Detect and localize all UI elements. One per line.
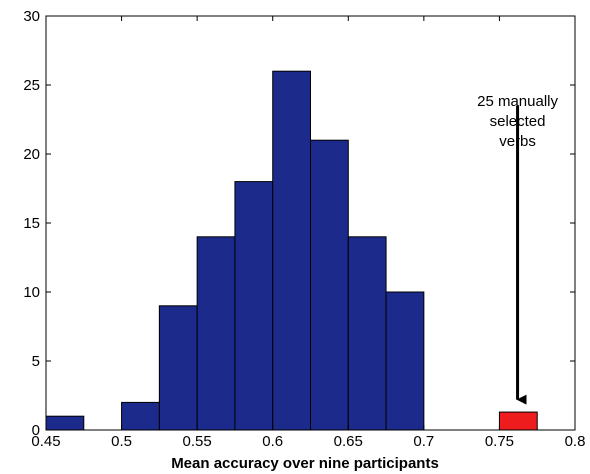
- bars-group: [45, 70, 538, 431]
- x-tick-label: 0.55: [183, 433, 212, 450]
- histogram-bar-s0-3: [158, 305, 198, 431]
- y-tick-label: 5: [32, 353, 40, 370]
- histogram-bar-s1-0: [498, 411, 538, 431]
- histogram-bar-s0-8: [347, 236, 387, 431]
- histogram-bar-s0-2: [121, 401, 160, 431]
- histogram-bar-s0-9: [385, 291, 425, 431]
- x-tick-label: 0.8: [565, 433, 586, 450]
- x-tick-label: 0.45: [31, 433, 60, 450]
- x-axis-label: Mean accuracy over nine participants: [171, 455, 439, 472]
- x-tick-label: 0.75: [485, 433, 514, 450]
- x-tick-label: 0.65: [334, 433, 363, 450]
- histogram-bar-s0-0: [45, 415, 85, 431]
- x-tick-label: 0.5: [111, 433, 132, 450]
- ticks-group: 0.45 0.5 0.55 0.6 0.65 0.7 0.75 0.8 0 5 10 15 20 25 30: [23, 8, 585, 450]
- y-tick-label: 0: [32, 422, 40, 439]
- histogram-bar-s0-5: [234, 181, 274, 431]
- y-tick-label: 30: [23, 8, 40, 25]
- annotation-text-line: 25 manually: [477, 93, 558, 110]
- histogram-bar-s0-7: [310, 139, 349, 431]
- annotation-group: 25 manuallyselectedverbs: [477, 93, 559, 405]
- x-tick-label: 0.7: [413, 433, 434, 450]
- y-tick-label: 20: [23, 146, 40, 163]
- x-tick-label: 0.6: [262, 433, 283, 450]
- y-tick-label: 25: [23, 77, 40, 94]
- y-tick-label: 10: [23, 284, 40, 301]
- histogram-bar-s0-6: [272, 70, 312, 431]
- histogram-bar-s0-4: [196, 236, 236, 431]
- y-tick-label: 15: [23, 215, 40, 232]
